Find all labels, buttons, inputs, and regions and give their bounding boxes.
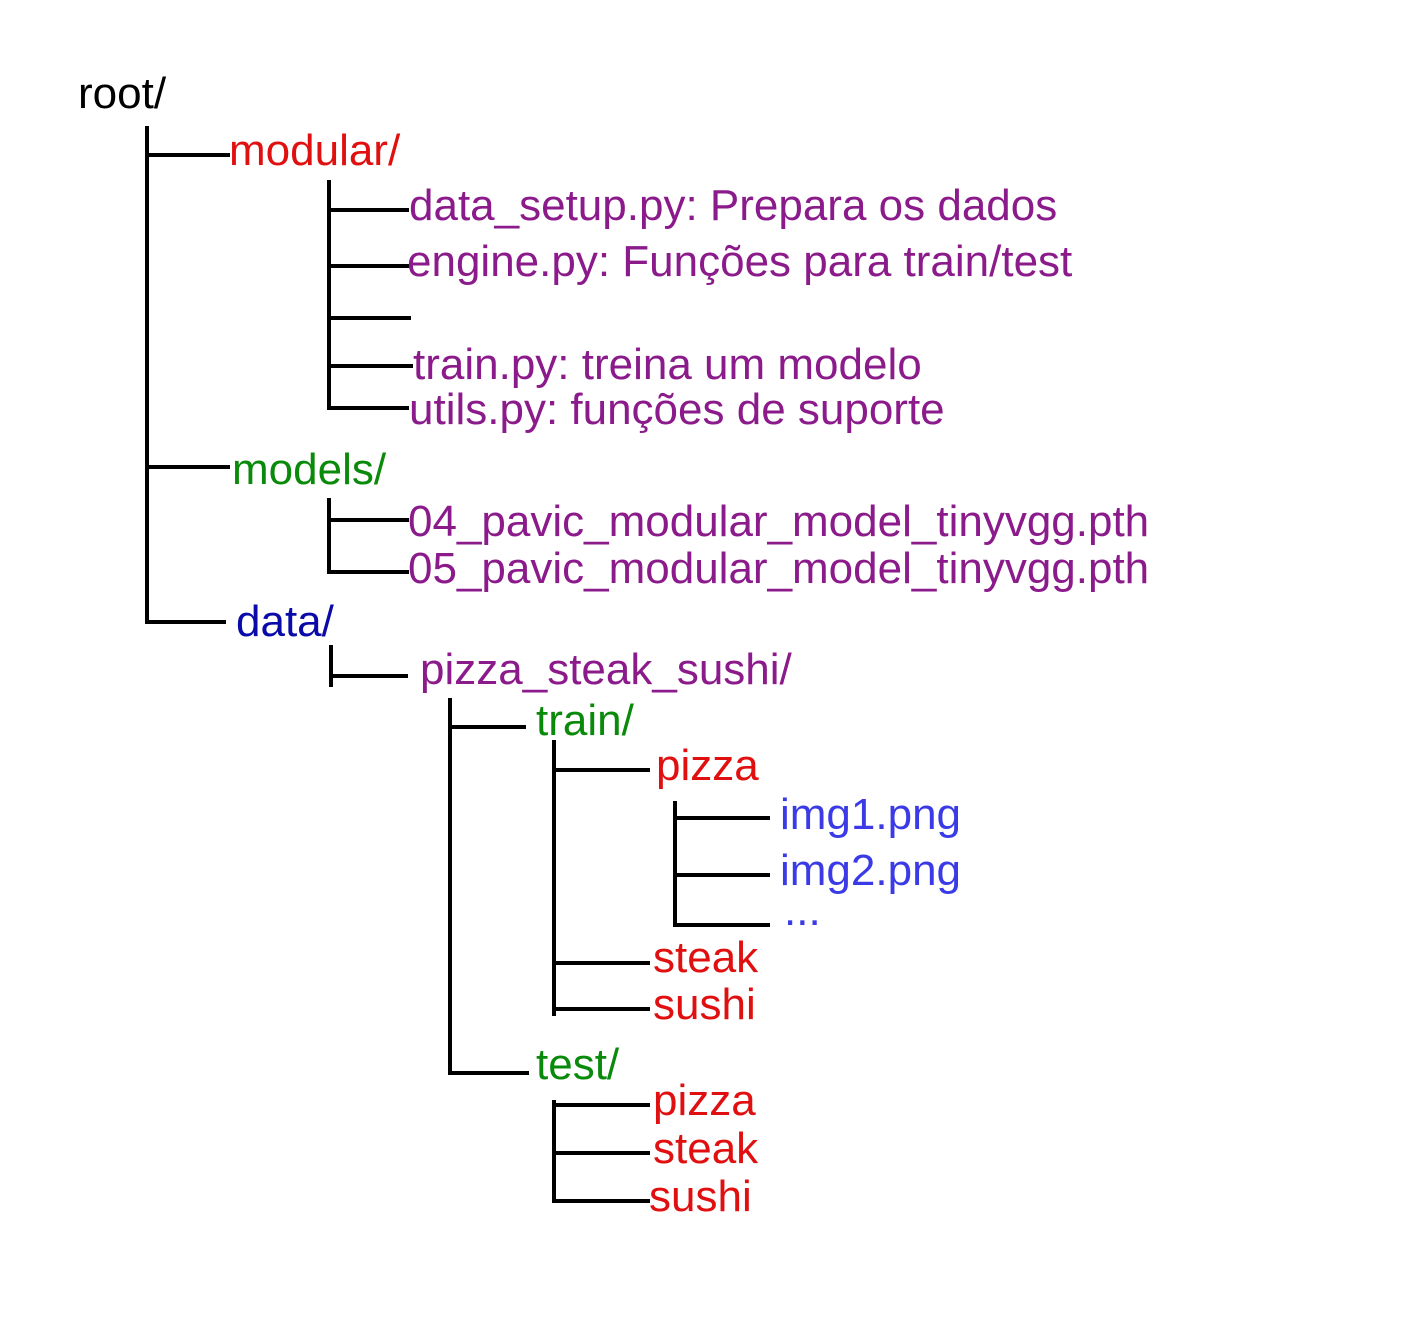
test-class-sushi: sushi bbox=[649, 1172, 752, 1221]
file-data-setup: data_setup.py: Prepara os dados bbox=[409, 181, 1057, 230]
tree-connectors bbox=[145, 126, 770, 1203]
tree-labels: root/ modular/ data_setup.py: Prepara os… bbox=[78, 69, 1149, 1221]
root-label: root/ bbox=[78, 69, 167, 118]
test-folder-label: test/ bbox=[536, 1040, 620, 1089]
file-model-05: 05_pavic_modular_model_tinyvgg.pth bbox=[408, 544, 1149, 593]
image-file-2: img2.png bbox=[780, 846, 961, 895]
dataset-folder-label: pizza_steak_sushi/ bbox=[420, 645, 793, 694]
file-utils: utils.py: funções de suporte bbox=[409, 385, 945, 434]
data-folder-label: data/ bbox=[236, 597, 335, 646]
image-file-1: img1.png bbox=[780, 790, 961, 839]
file-engine: engine.py: Funções para train/test bbox=[407, 237, 1072, 286]
train-class-pizza: pizza bbox=[656, 741, 759, 790]
modular-folder-label: modular/ bbox=[229, 126, 401, 175]
models-folder-label: models/ bbox=[232, 445, 387, 494]
test-class-steak: steak bbox=[653, 1124, 759, 1173]
train-class-sushi: sushi bbox=[653, 980, 756, 1029]
file-train-py: train.py: treina um modelo bbox=[413, 340, 922, 389]
train-class-steak: steak bbox=[653, 933, 759, 982]
train-folder-label: train/ bbox=[536, 696, 635, 745]
test-class-pizza: pizza bbox=[653, 1076, 756, 1125]
image-file-ellipsis: ... bbox=[784, 886, 821, 935]
file-model-04: 04_pavic_modular_model_tinyvgg.pth bbox=[408, 497, 1149, 546]
